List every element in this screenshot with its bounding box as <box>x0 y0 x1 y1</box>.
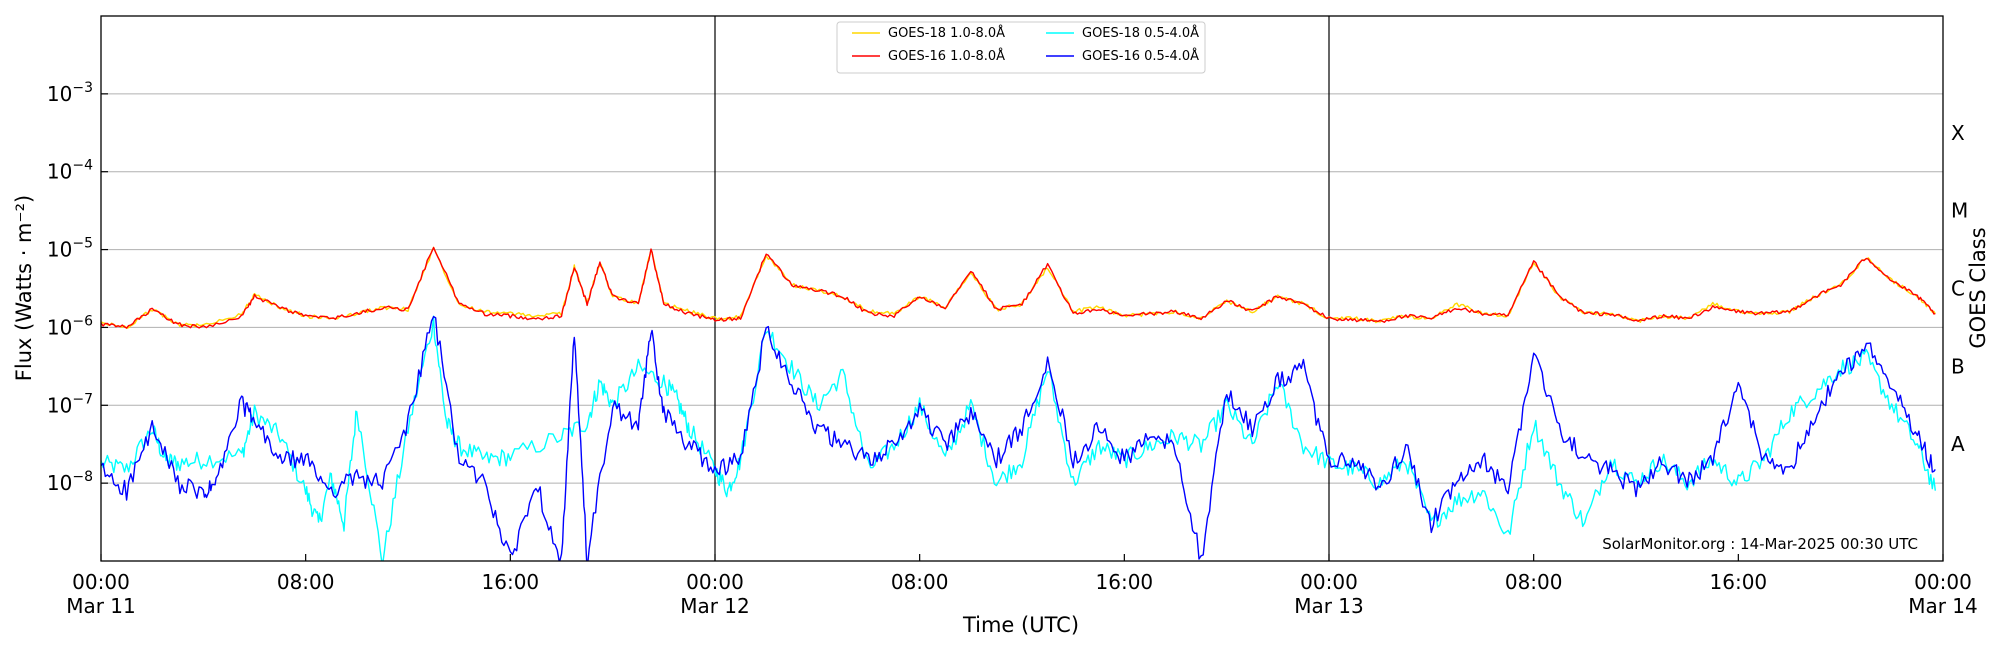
x-tick-time: 00:00 <box>1914 570 1972 594</box>
data-series <box>101 246 1936 561</box>
legend-label: GOES-18 0.5-4.0Å <box>1082 25 1199 41</box>
grid-lines <box>101 93 1943 484</box>
y-axis-title: Flux (Watts · m⁻²) <box>12 195 36 381</box>
y-tick-label: 10−7 <box>47 391 93 417</box>
x-tick-time: 08:00 <box>1505 570 1563 594</box>
x-tick-date: Mar 11 <box>66 594 136 618</box>
x-tick-time: 08:00 <box>891 570 949 594</box>
goes-class-label: A <box>1951 432 1965 456</box>
credit-text: SolarMonitor.org : 14-Mar-2025 00:30 UTC <box>1602 535 1918 553</box>
series-line-goes-16-0-5-4-0- <box>101 315 1936 561</box>
series-line-goes-18-1-0-8-0- <box>101 246 1936 329</box>
y-tick-label: 10−5 <box>47 236 93 262</box>
y-tick-label: 10−4 <box>47 158 93 184</box>
x-tick-time: 00:00 <box>1300 570 1358 594</box>
x-tick-time: 00:00 <box>686 570 744 594</box>
legend-label: GOES-16 1.0-8.0Å <box>888 48 1005 64</box>
goes-class-label: C <box>1951 277 1965 301</box>
goes-class-label: X <box>1951 121 1965 145</box>
legend-label: GOES-18 1.0-8.0Å <box>888 25 1005 41</box>
legend: GOES-18 1.0-8.0Å GOES-18 0.5-4.0Å GOES-16 … <box>836 21 1206 74</box>
plot-frame <box>100 15 1944 562</box>
x-tick-time: 16:00 <box>1096 570 1154 594</box>
y-tick-label: 10−8 <box>47 469 93 495</box>
legend-label: GOES-16 0.5-4.0Å <box>1082 48 1199 64</box>
x-tick-time: 08:00 <box>277 570 335 594</box>
x-tick-time: 16:00 <box>1710 570 1768 594</box>
y-tick-label: 10−3 <box>47 80 93 106</box>
x-tick-time: 16:00 <box>482 570 540 594</box>
legend-box <box>836 21 1206 74</box>
x-axis-title: Time (UTC) <box>962 613 1079 637</box>
x-tick-time: 00:00 <box>72 570 130 594</box>
series-line-goes-18-0-5-4-0- <box>101 315 1936 561</box>
goes-class-labels: A B C M X <box>1951 121 1968 456</box>
right-axis-title: GOES Class <box>1966 227 1990 348</box>
goes-class-label: B <box>1951 354 1965 378</box>
x-tick-date: Mar 14 <box>1908 594 1978 618</box>
goes-class-label: M <box>1951 199 1968 223</box>
series-line-goes-16-1-0-8-0- <box>101 246 1936 329</box>
x-tick-date: Mar 12 <box>680 594 750 618</box>
y-axis-ticks: 10−8 10−7 10−6 10−5 10−4 10−3 <box>47 80 108 495</box>
y-tick-label: 10−6 <box>47 313 93 339</box>
x-tick-date: Mar 13 <box>1294 594 1364 618</box>
